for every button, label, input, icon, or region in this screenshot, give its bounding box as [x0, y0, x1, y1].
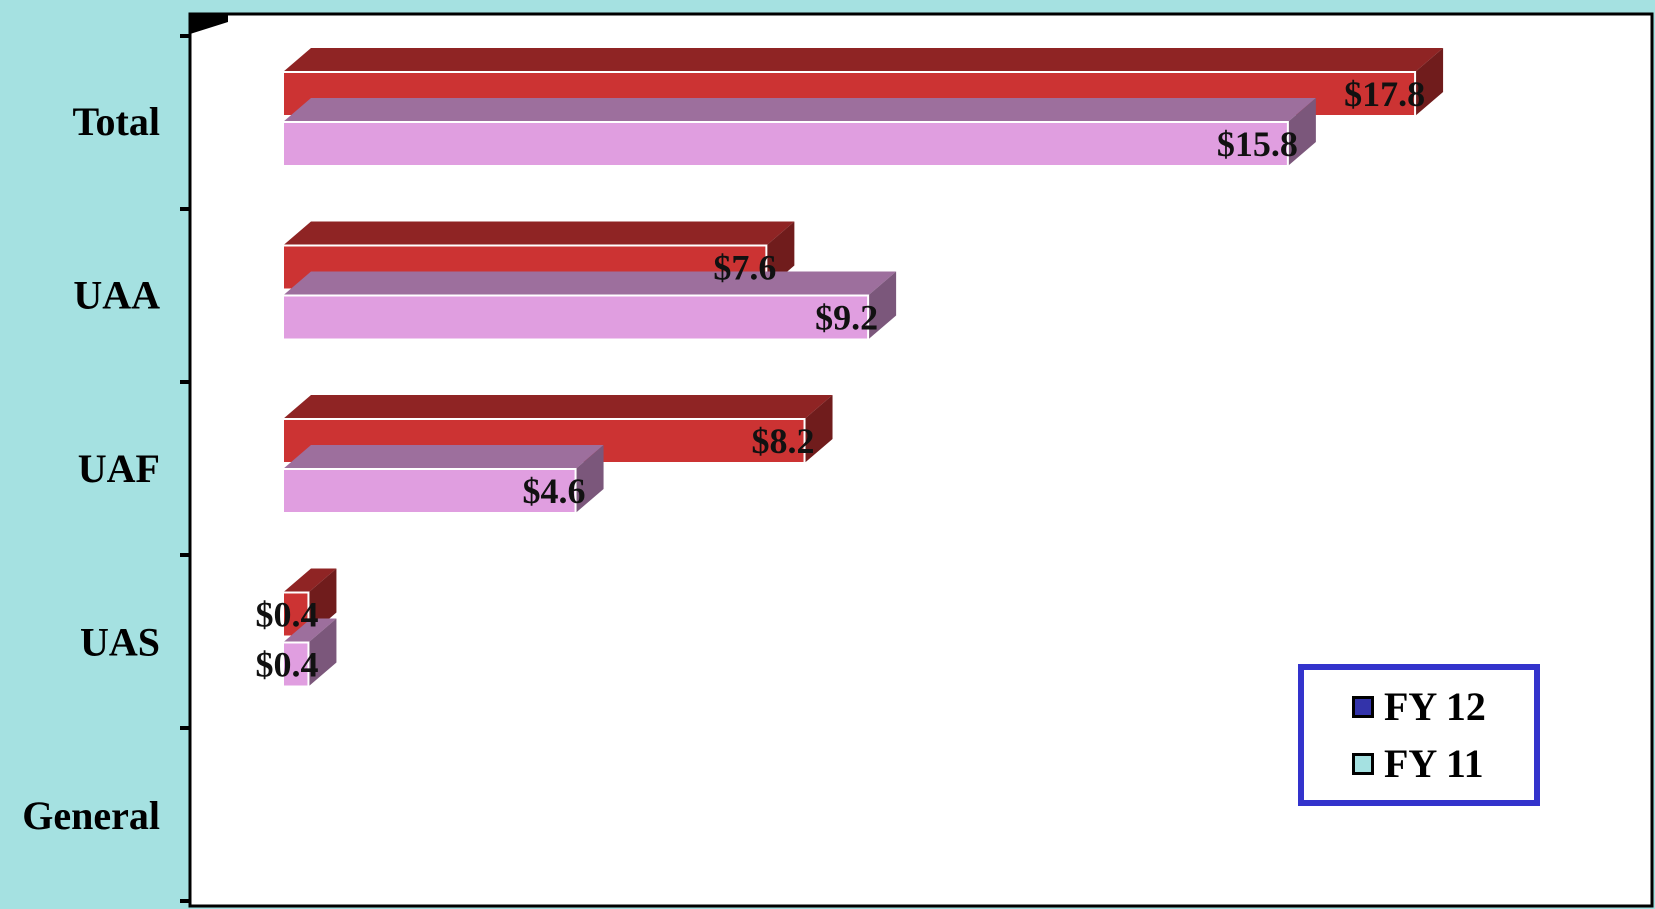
legend-swatch-fy12	[1352, 695, 1374, 718]
data-label: $17.8	[1344, 74, 1425, 114]
legend-swatch-fy11	[1352, 752, 1374, 775]
data-label: $8.2	[752, 421, 815, 461]
bar-top	[283, 221, 795, 246]
data-label: $7.6	[713, 248, 776, 288]
category-label: UAS	[80, 620, 160, 665]
data-labels: $17.8 $15.8 $7.6 $9.2 $8.2 $4.6 $0.4 $0.4	[255, 74, 1425, 685]
bar-side	[308, 618, 337, 687]
bar	[282, 641, 310, 688]
bar	[282, 468, 577, 514]
bar-top	[283, 395, 833, 419]
bars	[282, 48, 1444, 688]
bar-side	[804, 395, 833, 463]
bar-side	[1287, 98, 1316, 166]
bar-side	[1415, 48, 1444, 116]
bar-side	[575, 445, 604, 513]
legend-label-fy12: FY 12	[1384, 684, 1486, 729]
category-label: Total	[73, 99, 160, 144]
legend-item-fy12: FY 12	[1352, 683, 1534, 730]
category-label: UAF	[78, 446, 160, 491]
bar-top	[283, 98, 1316, 122]
bar	[282, 294, 870, 341]
bar	[282, 121, 1289, 167]
bar-top	[283, 445, 604, 469]
bar-top	[283, 568, 337, 593]
category-label: General	[22, 793, 160, 838]
category-label: UAA	[73, 273, 160, 318]
legend-label-fy11: FY 11	[1384, 741, 1484, 786]
bar-side	[868, 271, 897, 340]
data-label: $15.8	[1217, 124, 1298, 164]
category-axis: Total UAA UAF UAS General	[22, 14, 192, 906]
bar-top	[283, 618, 337, 643]
legend: FY 12 FY 11	[1298, 664, 1540, 806]
bar-top	[283, 271, 897, 296]
data-label: $0.4	[255, 645, 318, 685]
data-label: $9.2	[815, 298, 878, 338]
legend-item-fy11: FY 11	[1352, 740, 1534, 787]
plot-depth-top	[190, 14, 228, 34]
data-label: $4.6	[523, 471, 586, 511]
bar-top	[283, 48, 1444, 72]
data-label: $0.4	[255, 595, 318, 635]
